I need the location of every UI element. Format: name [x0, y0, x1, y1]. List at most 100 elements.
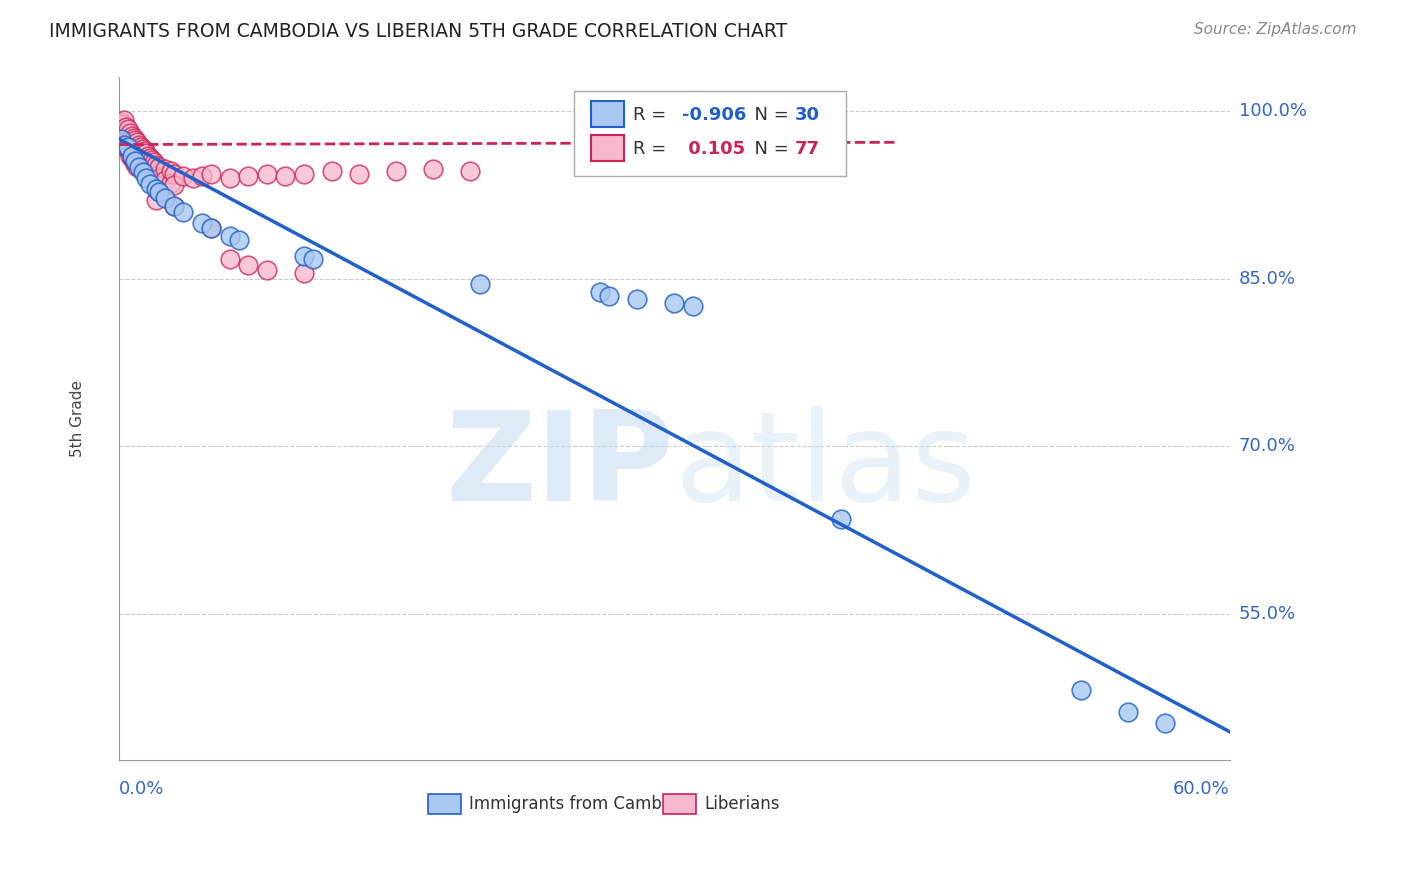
- Text: atlas: atlas: [673, 406, 976, 527]
- Text: R =: R =: [633, 140, 672, 158]
- Point: [173, 204, 195, 219]
- Point: [292, 167, 315, 181]
- Point: [238, 258, 260, 272]
- Point: [135, 158, 157, 172]
- Point: [422, 162, 444, 177]
- Point: [142, 167, 165, 181]
- Text: R =: R =: [633, 106, 672, 124]
- Point: [256, 262, 278, 277]
- Point: [136, 149, 159, 163]
- Bar: [427, 794, 461, 814]
- Point: [292, 249, 315, 263]
- Point: [468, 277, 491, 292]
- Point: [830, 512, 852, 526]
- Point: [129, 151, 152, 165]
- Point: [200, 221, 222, 235]
- Point: [122, 154, 145, 169]
- Point: [121, 149, 143, 163]
- Text: Source: ZipAtlas.com: Source: ZipAtlas.com: [1194, 22, 1357, 37]
- Point: [115, 120, 138, 134]
- Point: [181, 171, 204, 186]
- Point: [1153, 715, 1175, 730]
- Point: [122, 131, 145, 145]
- Point: [127, 160, 149, 174]
- Text: 100.0%: 100.0%: [1239, 102, 1306, 120]
- Point: [321, 164, 343, 178]
- Text: Liberians: Liberians: [704, 795, 779, 813]
- Point: [228, 233, 250, 247]
- Text: 60.0%: 60.0%: [1173, 780, 1230, 797]
- Point: [148, 185, 170, 199]
- Text: N =: N =: [742, 106, 794, 124]
- Point: [148, 171, 170, 186]
- FancyBboxPatch shape: [574, 91, 846, 177]
- Point: [135, 171, 157, 186]
- Point: [139, 151, 162, 165]
- Point: [163, 199, 186, 213]
- Point: [145, 158, 167, 172]
- Point: [139, 162, 162, 177]
- Point: [148, 160, 170, 174]
- Point: [136, 160, 159, 174]
- Point: [145, 169, 167, 183]
- Text: 77: 77: [796, 140, 820, 158]
- Point: [682, 299, 704, 313]
- Point: [129, 140, 152, 154]
- Point: [124, 133, 146, 147]
- Text: 0.105: 0.105: [682, 140, 745, 158]
- Text: -0.906: -0.906: [682, 106, 747, 124]
- Point: [159, 164, 181, 178]
- Point: [127, 146, 149, 161]
- Text: 55.0%: 55.0%: [1239, 606, 1296, 624]
- Point: [115, 140, 138, 154]
- Bar: [591, 102, 624, 128]
- Point: [292, 266, 315, 280]
- Point: [191, 216, 214, 230]
- Point: [1116, 705, 1139, 719]
- Point: [124, 145, 146, 159]
- Point: [118, 149, 141, 163]
- Point: [132, 142, 155, 156]
- Point: [145, 182, 167, 196]
- Point: [200, 167, 222, 181]
- Point: [124, 154, 146, 169]
- Point: [117, 143, 139, 157]
- Point: [132, 165, 155, 179]
- Point: [589, 285, 612, 300]
- Point: [117, 136, 139, 150]
- Point: [121, 140, 143, 154]
- Point: [117, 121, 139, 136]
- Point: [598, 288, 620, 302]
- Point: [218, 229, 240, 244]
- Point: [127, 136, 149, 150]
- Point: [1070, 683, 1092, 698]
- Text: 30: 30: [796, 106, 820, 124]
- Point: [112, 134, 135, 148]
- Point: [134, 145, 156, 159]
- Point: [124, 156, 146, 170]
- Text: IMMIGRANTS FROM CAMBODIA VS LIBERIAN 5TH GRADE CORRELATION CHART: IMMIGRANTS FROM CAMBODIA VS LIBERIAN 5TH…: [49, 22, 787, 41]
- Point: [110, 132, 132, 146]
- Point: [142, 155, 165, 169]
- Point: [128, 137, 150, 152]
- Point: [460, 164, 482, 178]
- Text: ZIP: ZIP: [446, 406, 673, 527]
- Point: [145, 194, 167, 208]
- Text: 0.0%: 0.0%: [118, 780, 165, 797]
- Point: [134, 155, 156, 169]
- Point: [112, 128, 135, 143]
- Point: [118, 137, 141, 152]
- Point: [218, 252, 240, 266]
- Point: [153, 173, 176, 187]
- Bar: [591, 136, 624, 161]
- Text: N =: N =: [742, 140, 794, 158]
- Point: [274, 169, 297, 183]
- Point: [159, 176, 181, 190]
- Point: [112, 112, 135, 127]
- Point: [111, 124, 134, 138]
- Point: [141, 153, 163, 168]
- Text: 70.0%: 70.0%: [1239, 437, 1296, 456]
- Point: [128, 160, 150, 174]
- Text: 85.0%: 85.0%: [1239, 269, 1296, 288]
- Point: [121, 128, 143, 143]
